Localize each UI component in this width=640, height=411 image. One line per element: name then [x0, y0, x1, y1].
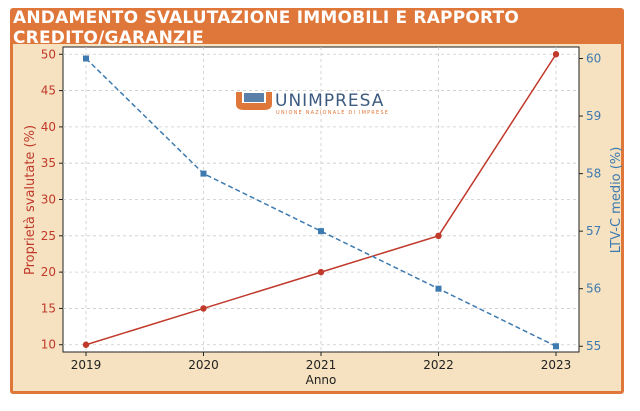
data-point-right [200, 170, 207, 177]
data-point-right [83, 55, 89, 62]
data-point-left [82, 341, 90, 348]
y-right-tick-label: 60 [586, 52, 601, 66]
y-right-axis-label: LTV-C medio (%) [609, 147, 624, 254]
logo-tagline: UNIONE NAZIONALE DI IMPRESE [276, 110, 389, 116]
logo-emblem [236, 92, 272, 110]
y-right-tick-label: 59 [586, 109, 601, 123]
y-left-tick-label: 40 [41, 120, 56, 134]
x-tick-label: 2023 [541, 358, 572, 372]
x-tick-label: 2021 [306, 358, 337, 372]
y-left-tick-label: 50 [41, 47, 56, 61]
y-left-tick-label: 35 [41, 156, 56, 170]
series-layer [82, 51, 560, 350]
y-left-tick-label: 15 [41, 301, 56, 315]
y-right-tick-label: 56 [586, 282, 601, 296]
logo-name: UNIMPRESA [275, 91, 384, 111]
logo-emblem-inner [244, 93, 264, 102]
axes: 2019 2020 2021 2022 2023 10 15 20 25 30 35 40 45 50 55… [41, 47, 602, 372]
data-point-left [317, 268, 325, 276]
y-right-tick-label: 57 [586, 224, 601, 238]
chart-title: ANDAMENTO SVALUTAZIONE IMMOBILI E RAPPOR… [13, 8, 621, 48]
y-left-tick-label: 25 [41, 229, 56, 243]
data-point-right [435, 285, 442, 292]
y-left-tick-label: 45 [41, 84, 56, 98]
data-point-right [318, 228, 324, 235]
x-tick-label: 2020 [188, 358, 219, 372]
y-left-axis-label: Proprietà svalutate (%) [23, 125, 38, 275]
logo: UNIMPRESA UNIONE NAZIONALE DI IMPRESE [236, 91, 389, 116]
y-right-tick-label: 58 [586, 167, 601, 181]
y-left-tick-label: 20 [41, 265, 56, 279]
data-point-left [435, 232, 442, 240]
data-point-left [552, 51, 560, 58]
data-point-left [200, 305, 207, 312]
x-tick-label: 2019 [71, 358, 102, 372]
y-left-tick-label: 30 [41, 193, 56, 207]
data-point-right [553, 343, 559, 350]
y-right-tick-label: 55 [586, 339, 601, 353]
x-tick-label: 2022 [423, 358, 454, 372]
x-axis-label: Anno [306, 373, 337, 387]
y-left-tick-label: 10 [41, 338, 56, 352]
